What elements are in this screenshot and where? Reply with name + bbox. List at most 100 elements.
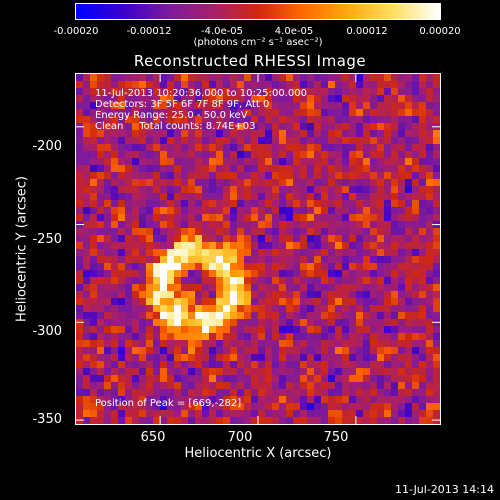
heatmap-cell	[181, 165, 189, 173]
heatmap-cell	[153, 249, 161, 257]
heatmap-cell	[335, 214, 343, 222]
heatmap-cell	[349, 74, 357, 82]
heatmap-cell	[356, 410, 364, 418]
heatmap-cell	[76, 263, 84, 271]
heatmap-cell	[398, 137, 406, 145]
heatmap-cell	[223, 368, 231, 376]
heatmap-cell	[181, 137, 189, 145]
heatmap-cell	[202, 263, 210, 271]
heatmap-cell	[132, 361, 140, 369]
heatmap-cell	[286, 207, 294, 215]
colorbar-segment	[406, 4, 409, 19]
heatmap-cell	[125, 354, 133, 362]
heatmap-cell	[153, 312, 161, 320]
heatmap-cell	[237, 88, 245, 96]
x-tick-label: 650	[140, 430, 166, 445]
heatmap-cell	[132, 340, 140, 348]
heatmap-cell	[258, 158, 266, 166]
heatmap-cell	[405, 235, 413, 243]
heatmap-cell	[118, 347, 126, 355]
heatmap-cell	[188, 305, 196, 313]
heatmap-cell	[230, 333, 238, 341]
heatmap-cell	[139, 102, 147, 110]
heatmap-cell	[286, 312, 294, 320]
colorbar-segment	[128, 4, 131, 19]
heatmap-cell	[279, 375, 287, 383]
colorbar-segment	[288, 4, 291, 19]
heatmap-cell	[251, 361, 259, 369]
heatmap-cell	[76, 312, 84, 320]
heatmap-cell	[237, 221, 245, 229]
heatmap-cell	[419, 130, 427, 138]
heatmap-cell	[167, 137, 175, 145]
heatmap-cell	[167, 270, 175, 278]
heatmap-cell	[202, 186, 210, 194]
heatmap-cell	[433, 242, 440, 250]
heatmap-cell	[237, 312, 245, 320]
heatmap-cell	[412, 305, 420, 313]
heatmap-cell	[328, 172, 336, 180]
heatmap-cell	[195, 354, 203, 362]
heatmap-cell	[153, 284, 161, 292]
heatmap-cell	[251, 179, 259, 187]
heatmap-cell	[412, 74, 420, 82]
heatmap-cell	[328, 333, 336, 341]
heatmap-cell	[356, 389, 364, 397]
colorbar-segment	[92, 4, 95, 19]
heatmap-cell	[258, 109, 266, 117]
heatmap-cell	[181, 249, 189, 257]
heatmap-cell	[202, 284, 210, 292]
heatmap-cell	[244, 102, 252, 110]
heatmap-cell	[405, 256, 413, 264]
heatmap-cell	[328, 410, 336, 418]
heatmap-cell	[237, 165, 245, 173]
colorbar-segment	[242, 4, 245, 19]
colorbar-segment	[366, 4, 369, 19]
heatmap-cell	[370, 249, 378, 257]
heatmap-cell	[384, 172, 392, 180]
heatmap-cell	[384, 396, 392, 404]
heatmap-cell	[314, 151, 322, 159]
heatmap-cell	[251, 319, 259, 327]
heatmap-cell	[230, 109, 238, 117]
heatmap-cell	[328, 284, 336, 292]
heatmap-cell	[104, 235, 112, 243]
heatmap-cell	[391, 130, 399, 138]
heatmap-cell	[307, 403, 315, 411]
heatmap-cell	[153, 88, 161, 96]
heatmap-cell	[202, 207, 210, 215]
heatmap-cell	[111, 354, 119, 362]
colorbar-segment	[114, 4, 117, 19]
heatmap-cell	[321, 116, 329, 124]
heatmap-cell	[258, 200, 266, 208]
heatmap-cell	[167, 291, 175, 299]
heatmap-cell	[412, 102, 420, 110]
heatmap-cell	[251, 375, 259, 383]
heatmap-cell	[90, 74, 98, 82]
heatmap-cell	[181, 235, 189, 243]
heatmap-cell	[118, 375, 126, 383]
heatmap-cell	[391, 109, 399, 117]
heatmap-cell	[118, 165, 126, 173]
heatmap-cell	[125, 361, 133, 369]
heatmap-cell	[153, 298, 161, 306]
heatmap-cell	[230, 256, 238, 264]
heatmap-cell	[132, 172, 140, 180]
heatmap-cell	[286, 284, 294, 292]
heatmap-cell	[202, 277, 210, 285]
heatmap-cell	[111, 137, 119, 145]
heatmap-cell	[328, 200, 336, 208]
heatmap-cell	[216, 158, 224, 166]
heatmap-cell	[384, 270, 392, 278]
heatmap-cell	[209, 410, 217, 418]
heatmap-cell	[307, 186, 315, 194]
heatmap-cell	[384, 235, 392, 243]
heatmap-cell	[405, 277, 413, 285]
colorbar-segment	[84, 4, 87, 19]
heatmap-cell	[398, 291, 406, 299]
heatmap-cell	[160, 354, 168, 362]
heatmap-cell	[265, 186, 273, 194]
heatmap-cell	[90, 340, 98, 348]
heatmap-cell	[153, 123, 161, 131]
heatmap-cell	[174, 109, 182, 117]
